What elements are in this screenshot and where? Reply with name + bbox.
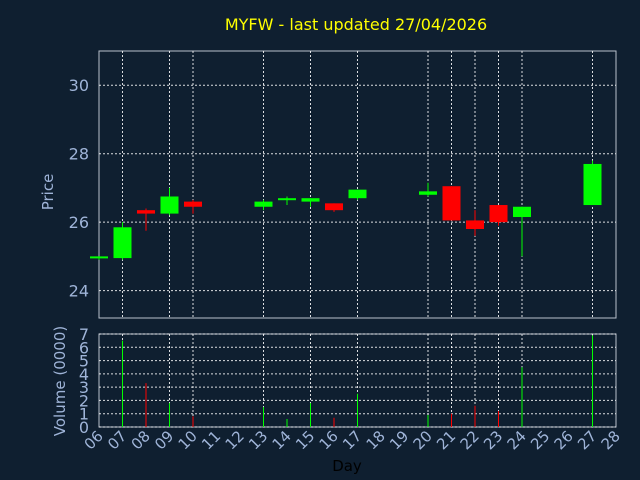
candle-body	[583, 163, 602, 206]
price-tick-label: 30	[69, 76, 89, 95]
candle-body	[160, 196, 179, 214]
candle-body	[90, 256, 108, 259]
x-tick-label: 28	[598, 427, 624, 453]
x-tick-label: 07	[104, 427, 130, 453]
candle-body	[278, 198, 296, 201]
x-tick-label: 09	[151, 427, 177, 453]
x-tick-label: 15	[292, 427, 318, 453]
volume-tick-label: 1	[79, 405, 89, 424]
price-axis-label: Price	[39, 174, 57, 211]
volume-tick-label: 6	[79, 338, 89, 357]
price-tick-label: 26	[69, 213, 89, 232]
x-axis: 0607080910111213141516171819202122232425…	[81, 427, 624, 453]
x-tick-label: 18	[363, 427, 389, 453]
candle-body	[419, 191, 437, 195]
x-tick-label: 22	[457, 427, 483, 453]
x-tick-label: 19	[386, 427, 412, 453]
volume-tick-label: 0	[79, 418, 89, 437]
volume-tick-label: 2	[79, 391, 89, 410]
candle-body	[489, 205, 508, 223]
candle-body	[137, 210, 155, 214]
x-tick-label: 17	[339, 427, 365, 453]
candle-body	[113, 227, 132, 259]
x-tick-label: 11	[198, 427, 224, 453]
volume-tick-label: 3	[79, 378, 89, 397]
chart-title: MYFW - last updated 27/04/2026	[225, 15, 487, 34]
candle-body	[254, 201, 273, 207]
x-axis-label: Day	[332, 457, 362, 475]
x-tick-label: 24	[504, 427, 530, 453]
x-tick-label: 10	[175, 427, 201, 453]
x-tick-label: 16	[316, 427, 342, 453]
volume-tick-label: 4	[79, 365, 89, 384]
x-tick-label: 23	[480, 427, 506, 453]
volume-tick-label: 5	[79, 352, 89, 371]
x-tick-label: 26	[551, 427, 577, 453]
price-tick-label: 28	[69, 145, 89, 164]
candle-body	[442, 186, 461, 221]
x-tick-label: 21	[433, 427, 459, 453]
volume-axis-label: Volume (0000)	[51, 326, 69, 436]
x-tick-label: 12	[222, 427, 248, 453]
price-tick-label: 24	[69, 282, 89, 301]
x-tick-label: 13	[245, 427, 271, 453]
x-tick-label: 25	[527, 427, 553, 453]
candle-body	[325, 203, 343, 211]
candle-body	[184, 201, 202, 207]
candle-body	[348, 189, 367, 199]
x-tick-label: 08	[128, 427, 154, 453]
x-tick-label: 20	[410, 427, 436, 453]
candle-body	[513, 206, 531, 218]
candle-body	[466, 220, 484, 229]
x-tick-label: 14	[269, 427, 295, 453]
x-tick-label: 27	[574, 427, 600, 453]
price-panel: 24 26 28 30	[69, 50, 617, 319]
volume-tick-label: 7	[79, 325, 89, 344]
candle-body	[301, 198, 320, 202]
